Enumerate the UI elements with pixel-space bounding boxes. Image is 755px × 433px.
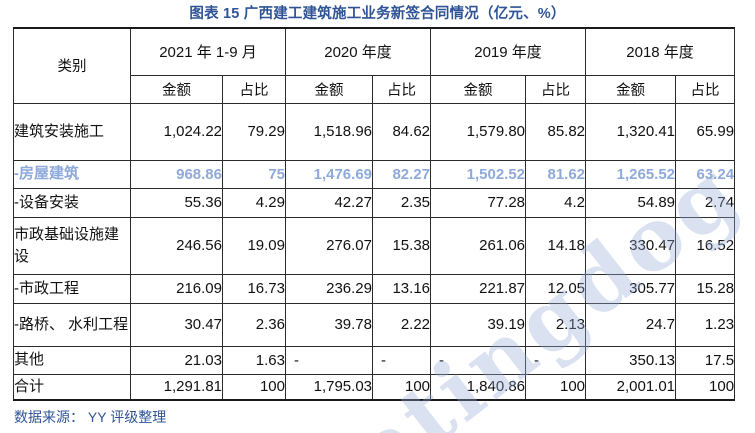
cell-value: 17.5 bbox=[675, 345, 736, 375]
share-header: 占比 bbox=[675, 74, 736, 104]
cell-value: 2.36 bbox=[222, 302, 286, 347]
header-sub-row: 金额 占比 金额 占比 金额 占比 金额 占比 bbox=[14, 74, 736, 104]
cell-value: 84.62 bbox=[371, 102, 432, 161]
cell-value: 968.86 bbox=[130, 159, 223, 189]
table-row-construction-install: 建筑安装施工 1,024.22 79.29 1,518.96 84.62 1,5… bbox=[13, 102, 736, 161]
cell-value: 13.16 bbox=[371, 273, 432, 304]
category-header-cell: 类别 bbox=[13, 27, 131, 104]
cell-value: 81.62 bbox=[525, 159, 587, 189]
cell-value: 2.74 bbox=[675, 187, 736, 218]
amount-header: 金额 bbox=[585, 74, 677, 104]
share-header: 占比 bbox=[525, 74, 587, 104]
cell-value: 4.2 bbox=[525, 187, 587, 218]
cell-value: 15.38 bbox=[371, 216, 432, 275]
cell-value: 14.18 bbox=[525, 216, 587, 275]
row-category: -路桥、 水利工程 bbox=[13, 302, 131, 347]
amount-header: 金额 bbox=[285, 74, 373, 104]
table-row-municipal-infrastructure: 市政基础设施建设 246.56 19.09 276.07 15.38 261.0… bbox=[13, 216, 736, 275]
header-year-row: 类别 2021 年 1-9 月 2020 年度 2019 年度 2018 年度 bbox=[13, 27, 736, 104]
contracts-table: 类别 2021 年 1-9 月 2020 年度 2019 年度 2018 年度 … bbox=[13, 27, 736, 401]
cell-value: 2.22 bbox=[371, 302, 432, 347]
cell-value: 77.28 bbox=[430, 187, 527, 218]
table-row-equipment-install: -设备安装 55.36 4.29 42.27 2.35 77.28 4.2 54… bbox=[13, 187, 736, 218]
cell-value: 1,320.41 bbox=[585, 102, 677, 161]
figure-title: 图表 15 广西建工建筑施工业务新签合同情况（亿元、%） bbox=[189, 6, 566, 22]
cell-value: 2.13 bbox=[525, 302, 587, 347]
table-row-roads-bridges-water: -路桥、 水利工程 30.47 2.36 39.78 2.22 39.19 2.… bbox=[13, 302, 736, 347]
cell-value: 236.29 bbox=[285, 273, 373, 304]
cell-value: 21.03 bbox=[130, 345, 223, 375]
cell-value: 75 bbox=[222, 159, 286, 189]
amount-header: 金额 bbox=[130, 74, 223, 104]
cell-value: 1,840.86 bbox=[430, 373, 527, 401]
cell-value: - bbox=[525, 345, 587, 375]
cell-value: 55.36 bbox=[130, 187, 223, 218]
table-row-municipal-engineering: -市政工程 216.09 16.73 236.29 13.16 221.87 1… bbox=[13, 273, 736, 304]
share-header: 占比 bbox=[371, 74, 432, 104]
cell-value: 1,291.81 bbox=[130, 373, 223, 401]
row-category: 其他 bbox=[13, 345, 131, 375]
cell-value: 2.35 bbox=[371, 187, 432, 218]
cell-value: 1,265.52 bbox=[585, 159, 677, 189]
cell-value: 65.99 bbox=[675, 102, 736, 161]
table-row-total: 合计 1,291.81 100 1,795.03 100 1,840.86 10… bbox=[13, 373, 736, 401]
cell-value: 1,795.03 bbox=[285, 373, 373, 401]
cell-value: 42.27 bbox=[285, 187, 373, 218]
cell-value: 100 bbox=[675, 373, 736, 401]
cell-value: - bbox=[285, 345, 373, 375]
cell-value: 16.52 bbox=[675, 216, 736, 275]
row-category: -市政工程 bbox=[13, 273, 131, 304]
cell-value: 216.09 bbox=[130, 273, 223, 304]
year-group-2018: 2018 年度 bbox=[585, 27, 736, 76]
cell-value: 261.06 bbox=[430, 216, 527, 275]
cell-value: 221.87 bbox=[430, 273, 527, 304]
share-header: 占比 bbox=[222, 74, 286, 104]
cell-value: 100 bbox=[525, 373, 587, 401]
year-group-2019: 2019 年度 bbox=[430, 27, 587, 76]
cell-value: 19.09 bbox=[222, 216, 286, 275]
table-row-other: 其他 21.03 1.63 - - - - 350.13 17.5 bbox=[13, 345, 736, 375]
cell-value: 1.23 bbox=[675, 302, 736, 347]
cell-value: 1,579.80 bbox=[430, 102, 527, 161]
row-category: 市政基础设施建设 bbox=[13, 216, 131, 275]
cell-value: 63.24 bbox=[675, 159, 736, 189]
cell-value: 276.07 bbox=[285, 216, 373, 275]
row-category: 合计 bbox=[13, 373, 131, 401]
amount-header: 金额 bbox=[430, 74, 527, 104]
cell-value: 12.05 bbox=[525, 273, 587, 304]
cell-value: 1,518.96 bbox=[285, 102, 373, 161]
cell-value: 30.47 bbox=[130, 302, 223, 347]
cell-value: 100 bbox=[222, 373, 286, 401]
year-group-2020: 2020 年度 bbox=[284, 27, 432, 76]
cell-value: 15.28 bbox=[675, 273, 736, 304]
row-category: -房屋建筑 bbox=[13, 159, 131, 189]
cell-value: 305.77 bbox=[585, 273, 677, 304]
year-group-2021: 2021 年 1-9 月 bbox=[130, 27, 286, 76]
cell-value: 54.89 bbox=[585, 187, 677, 218]
cell-value: 24.7 bbox=[585, 302, 677, 347]
cell-value: 1,502.52 bbox=[430, 159, 527, 189]
cell-value: 330.47 bbox=[585, 216, 677, 275]
cell-value: 4.29 bbox=[222, 187, 286, 218]
cell-value: 1.63 bbox=[222, 345, 286, 375]
cell-value: 82.27 bbox=[371, 159, 432, 189]
table-row-housing-highlight: -房屋建筑 968.86 75 1,476.69 82.27 1,502.52 … bbox=[13, 159, 736, 189]
cell-value: 1,024.22 bbox=[130, 102, 223, 161]
cell-value: 350.13 bbox=[585, 345, 677, 375]
cell-value: - bbox=[371, 345, 432, 375]
cell-value: 2,001.01 bbox=[585, 373, 677, 401]
cell-value: - bbox=[430, 345, 527, 375]
row-category: 建筑安装施工 bbox=[13, 102, 131, 161]
data-source-note: 数据来源： YY 评级整理 bbox=[14, 409, 167, 425]
cell-value: 1,476.69 bbox=[285, 159, 373, 189]
cell-value: 39.19 bbox=[430, 302, 527, 347]
cell-value: 246.56 bbox=[130, 216, 223, 275]
row-category: -设备安装 bbox=[13, 187, 131, 218]
cell-value: 85.82 bbox=[525, 102, 587, 161]
cell-value: 16.73 bbox=[222, 273, 286, 304]
cell-value: 39.78 bbox=[285, 302, 373, 347]
cell-value: 79.29 bbox=[222, 102, 286, 161]
cell-value: 100 bbox=[371, 373, 432, 401]
